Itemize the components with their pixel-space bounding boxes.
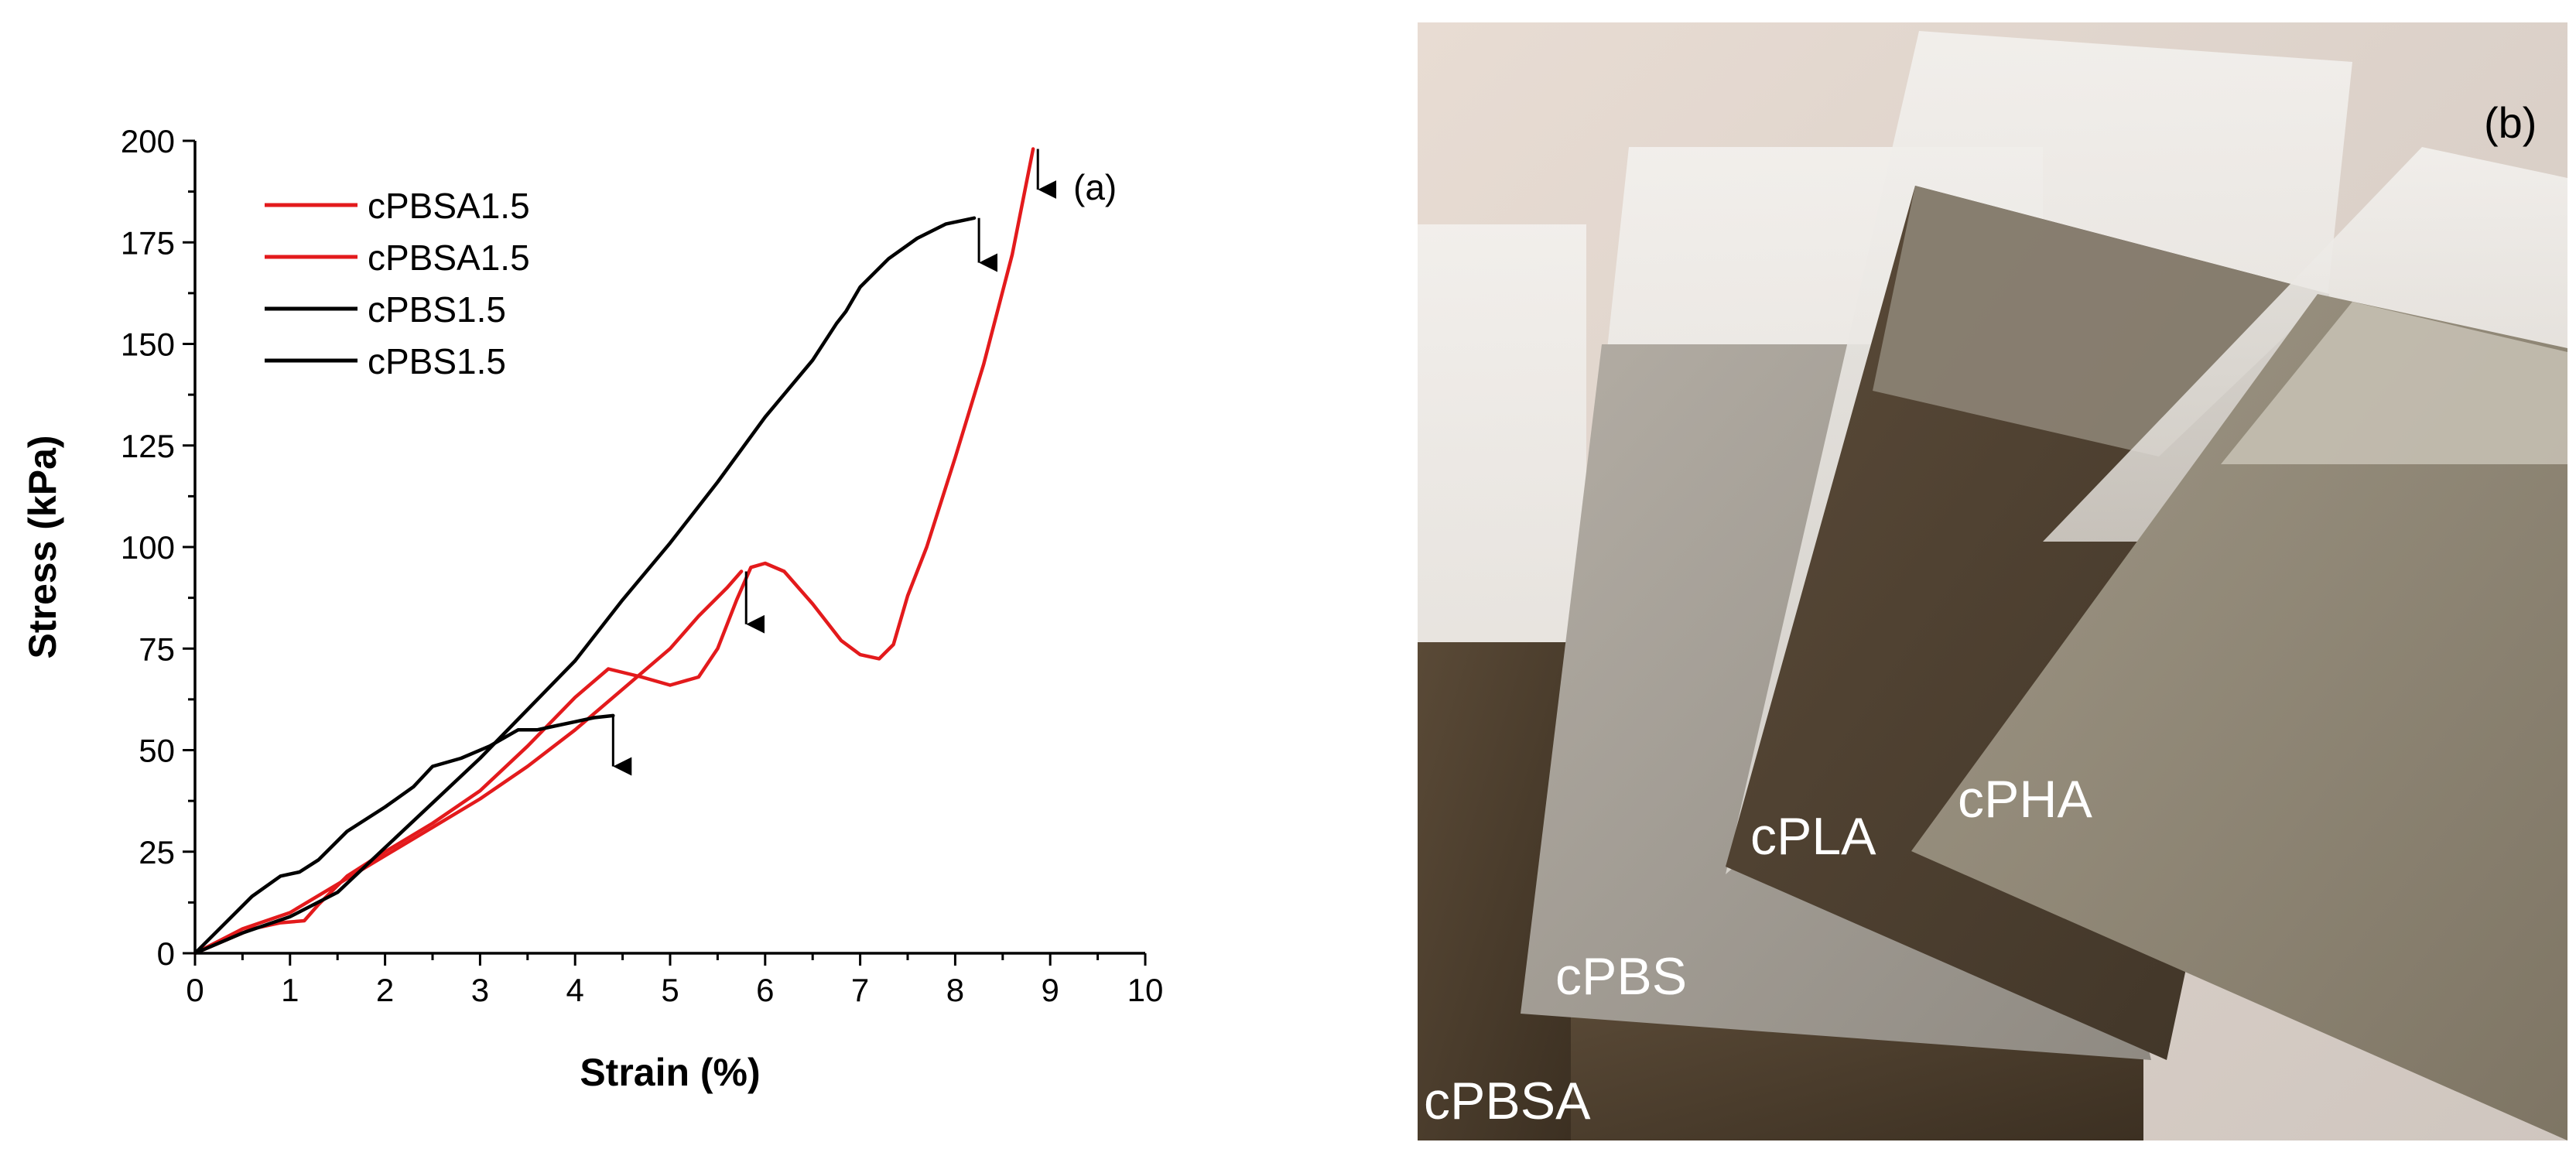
photo-label-cpha: cPHA bbox=[1958, 770, 2092, 829]
legend: cPBSA1.5 cPBSA1.5 cPBS1.5 cPBS1.5 bbox=[265, 186, 530, 381]
panel-label-a: (a) bbox=[1073, 167, 1117, 207]
x-tick-label: 1 bbox=[281, 972, 299, 1008]
x-tick-label: 3 bbox=[471, 972, 489, 1008]
y-tick-label: 50 bbox=[139, 733, 175, 769]
break-arrows bbox=[611, 149, 1057, 776]
y-tick-label: 150 bbox=[121, 327, 175, 363]
photo-label-cpbs: cPBS bbox=[1555, 947, 1687, 1006]
series-line-3 bbox=[193, 713, 615, 956]
cpha-sample bbox=[1911, 294, 2567, 1140]
legend-label-cpbs-2: cPBS1.5 bbox=[368, 341, 506, 381]
legend-label-cpbs-1: cPBS1.5 bbox=[368, 289, 506, 330]
legend-label-cpbsa-1: cPBSA1.5 bbox=[368, 186, 530, 226]
cpbsa-sample bbox=[1418, 642, 1571, 1140]
x-tick-label: 0 bbox=[186, 972, 204, 1008]
x-tick-label: 4 bbox=[566, 972, 584, 1008]
y-tick-label: 0 bbox=[157, 935, 175, 972]
y-tick-label: 75 bbox=[139, 631, 175, 667]
x-tick-label: 2 bbox=[376, 972, 394, 1008]
x-tick-label: 8 bbox=[946, 972, 964, 1008]
panel-label-b: (b) bbox=[2484, 98, 2537, 147]
series-line-2 bbox=[193, 569, 744, 956]
photo-label-cpla: cPLA bbox=[1750, 807, 1876, 866]
y-tick-label: 125 bbox=[121, 428, 175, 464]
series-line-4 bbox=[193, 216, 977, 956]
x-tick-label: 9 bbox=[1042, 972, 1059, 1008]
sample-photo: cPBSA cPBS cPLA cPHA (b) bbox=[1418, 22, 2567, 1140]
y-tick-label: 175 bbox=[121, 224, 175, 261]
cpha-sample-top bbox=[2221, 302, 2567, 464]
y-tick-label: 25 bbox=[139, 834, 175, 870]
x-tick-label: 10 bbox=[1127, 972, 1164, 1008]
y-tick-label: 100 bbox=[121, 529, 175, 566]
x-tick-label: 5 bbox=[661, 972, 679, 1008]
x-tick-label: 6 bbox=[756, 972, 774, 1008]
legend-label-cpbsa-2: cPBSA1.5 bbox=[368, 238, 530, 278]
series-lines bbox=[193, 147, 1035, 956]
y-tick-label: 200 bbox=[121, 123, 175, 159]
series-line-1 bbox=[193, 147, 1035, 956]
x-axis-title: Strain (%) bbox=[580, 1051, 760, 1094]
x-tick-label: 7 bbox=[851, 972, 869, 1008]
axis-ticks bbox=[183, 139, 1147, 966]
photo-label-cpbsa: cPBSA bbox=[1424, 1072, 1591, 1130]
y-axis-title: Stress (kPa) bbox=[21, 435, 64, 658]
